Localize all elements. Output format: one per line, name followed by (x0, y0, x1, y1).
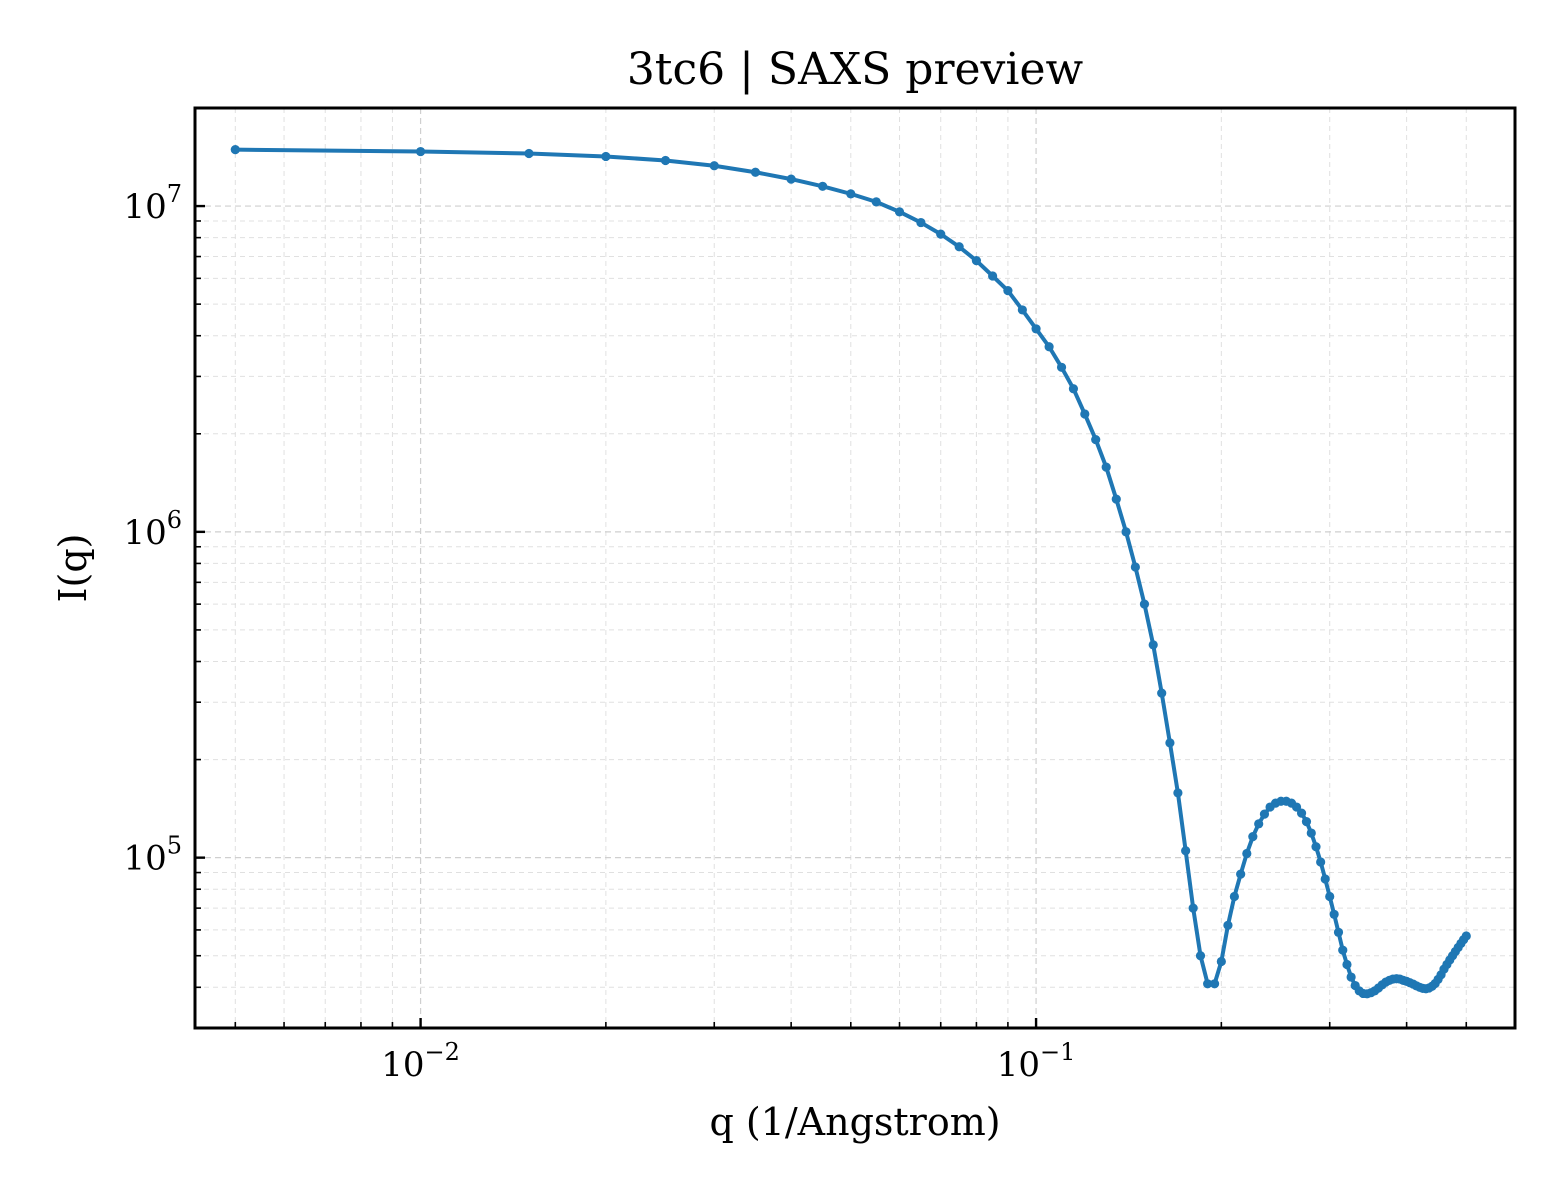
y-tick-label: 107 (123, 180, 182, 227)
data-point (1173, 788, 1183, 798)
data-point (1080, 409, 1090, 419)
data-point (1242, 848, 1252, 859)
data-point (1236, 869, 1246, 879)
axis-ticks: 10−2 10−1 105 106 107 (123, 107, 1516, 1085)
data-point (1068, 384, 1079, 394)
data-point (415, 146, 426, 157)
data-point (971, 256, 982, 266)
data-point (524, 148, 534, 159)
data-point (1181, 846, 1191, 856)
y-axis-label: I(q) (51, 534, 95, 603)
data-point (846, 189, 856, 199)
data-point (988, 271, 998, 281)
data-point (936, 229, 946, 239)
data-point (1461, 931, 1471, 941)
data-point (1342, 959, 1352, 970)
data-point (1291, 802, 1302, 812)
data-point (1203, 979, 1213, 989)
data-point (1188, 903, 1198, 913)
data-point (1223, 920, 1233, 930)
data-point (916, 217, 926, 228)
data-point (1139, 599, 1150, 609)
data-point (1329, 909, 1339, 919)
series-layer (230, 145, 1471, 999)
data-point (1254, 819, 1264, 829)
data-point (660, 155, 671, 166)
data-point (1121, 527, 1131, 537)
data-point (709, 161, 719, 171)
data-point (750, 167, 761, 177)
data-point (1229, 891, 1239, 902)
grid (195, 107, 1516, 1029)
data-point (1296, 808, 1307, 818)
chart-title: 3tc6 | SAXS preview (627, 44, 1084, 95)
data-point (818, 181, 828, 191)
data-point (1346, 972, 1356, 982)
data-point (871, 197, 881, 207)
data-point (1148, 640, 1158, 650)
data-point (1017, 305, 1027, 315)
data-point (601, 151, 611, 162)
data-point (1209, 979, 1220, 989)
y-tick-label: 105 (123, 832, 182, 879)
data-point (1056, 362, 1067, 372)
data-point (1165, 738, 1175, 748)
data-point (1301, 817, 1312, 827)
data-point (894, 207, 905, 217)
data-point (1316, 857, 1326, 867)
x-tick-label: 10−2 (381, 1038, 460, 1085)
data-point (1248, 832, 1258, 842)
data-point (1325, 891, 1335, 902)
data-point (1091, 434, 1101, 445)
x-axis-label: q (1/Angstrom) (709, 1100, 1000, 1144)
data-point (1311, 842, 1321, 852)
data-point (1044, 342, 1054, 352)
data-point (1195, 951, 1206, 961)
data-point (1130, 562, 1140, 572)
data-point (1216, 956, 1226, 967)
plot-frame (193, 106, 1517, 1030)
data-point (1259, 809, 1270, 819)
data-point (1338, 945, 1348, 955)
x-tick-label: 10−1 (997, 1038, 1076, 1085)
y-tick-label: 106 (123, 506, 182, 553)
data-point (1003, 286, 1013, 296)
data-point (1031, 324, 1041, 334)
data-point (954, 242, 964, 252)
data-point (786, 174, 796, 184)
data-point (1101, 462, 1111, 472)
data-point (1306, 828, 1316, 838)
data-point (1157, 688, 1167, 698)
data-point (1111, 494, 1121, 504)
data-point (1333, 927, 1344, 937)
data-point (230, 145, 240, 155)
data-point (1320, 874, 1330, 884)
